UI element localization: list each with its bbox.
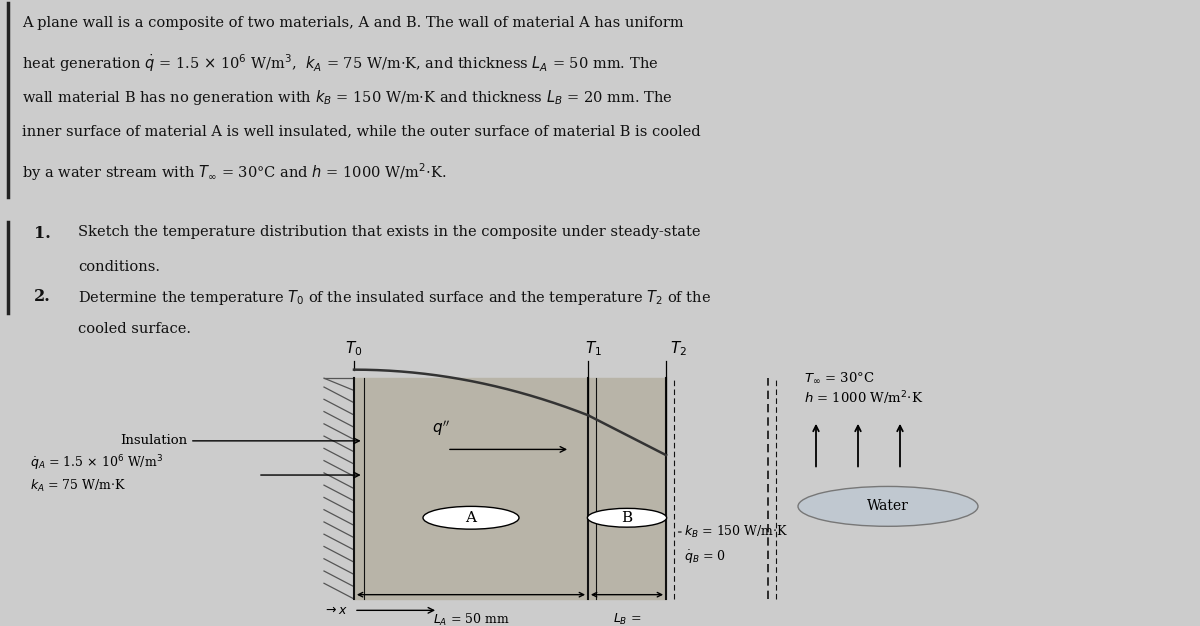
Text: $L_B$ =: $L_B$ = [613, 612, 641, 626]
Circle shape [588, 508, 667, 527]
Text: cooled surface.: cooled surface. [78, 322, 191, 336]
Text: $\dot{q}_A$ = 1.5 $\times$ 10$^6$ W/m$^3$: $\dot{q}_A$ = 1.5 $\times$ 10$^6$ W/m$^3… [30, 454, 163, 473]
Text: $T_\infty$ = 30°C: $T_\infty$ = 30°C [804, 371, 875, 385]
Text: A: A [466, 511, 476, 525]
Text: $k_B$ = 150 W/m$\cdot$K: $k_B$ = 150 W/m$\cdot$K [684, 524, 788, 540]
Text: B: B [622, 511, 632, 525]
Ellipse shape [798, 486, 978, 526]
Text: wall material B has no generation with $k_B$ = 150 W/m$\cdot$K and thickness $L_: wall material B has no generation with $… [22, 88, 672, 107]
Text: $L_A$ = 50 mm: $L_A$ = 50 mm [432, 612, 510, 626]
Text: conditions.: conditions. [78, 260, 160, 274]
Text: $T_1$: $T_1$ [586, 339, 602, 358]
Text: by a water stream with $T_\infty$ = 30°C and $h$ = 1000 W/m$^2$$\cdot$K.: by a water stream with $T_\infty$ = 30°C… [22, 161, 446, 183]
Text: Determine the temperature $T_0$ of the insulated surface and the temperature $T_: Determine the temperature $T_0$ of the i… [78, 288, 712, 307]
Text: $T_2$: $T_2$ [670, 339, 686, 358]
Text: inner surface of material A is well insulated, while the outer surface of materi: inner surface of material A is well insu… [22, 125, 701, 138]
Text: $h$ = 1000 W/m$^2$$\cdot$K: $h$ = 1000 W/m$^2$$\cdot$K [804, 389, 923, 407]
Text: $k_A$ = 75 W/m$\cdot$K: $k_A$ = 75 W/m$\cdot$K [30, 478, 126, 495]
Text: $T_0$: $T_0$ [346, 339, 362, 358]
Text: $\dot{q}_B$ = 0: $\dot{q}_B$ = 0 [684, 549, 726, 567]
Text: Insulation: Insulation [120, 434, 359, 448]
Text: heat generation $\dot{q}$ = 1.5 $\times$ 10$^6$ W/m$^3$,  $k_A$ = 75 W/m$\cdot$K: heat generation $\dot{q}$ = 1.5 $\times$… [22, 52, 658, 74]
Text: Sketch the temperature distribution that exists in the composite under steady-st: Sketch the temperature distribution that… [78, 225, 701, 239]
Text: Water: Water [868, 500, 908, 513]
Text: $\rightarrow x$: $\rightarrow x$ [323, 604, 348, 617]
Text: A plane wall is a composite of two materials, A and B. The wall of material A ha: A plane wall is a composite of two mater… [22, 16, 683, 29]
Text: 2.: 2. [34, 288, 50, 305]
Text: $q^{\prime\prime}$: $q^{\prime\prime}$ [432, 418, 450, 438]
Text: 1.: 1. [34, 225, 50, 242]
Circle shape [422, 506, 520, 529]
